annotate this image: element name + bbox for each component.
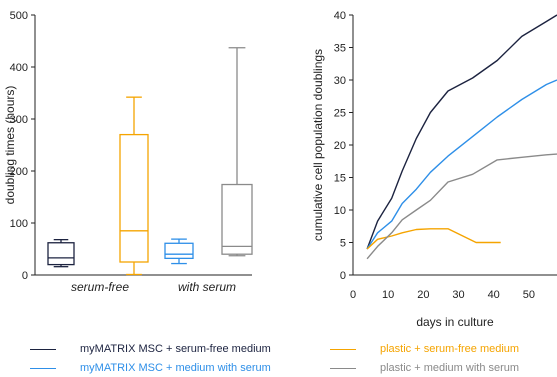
y-tick-label: 400: [10, 62, 28, 74]
box-plot-chart: 0 100 200 300 400 500 doubling times (hours) se…: [3, 10, 253, 294]
x-tick-label: 30: [452, 289, 464, 301]
x-tick-label: 40: [488, 289, 500, 301]
legend-label: myMATRIX MSC + serum-free medium: [80, 343, 271, 355]
y-tick-label: 25: [334, 108, 346, 120]
y-axis-label: cumulative cell population doublings: [311, 49, 325, 241]
y-tick-label: 100: [10, 218, 28, 230]
x-tick-label: 10: [382, 289, 394, 301]
box-3: [164, 238, 194, 265]
box-4: [221, 47, 253, 257]
legend-item-mymatrix-serum-free: myMATRIX MSC + serum-free medium: [30, 340, 271, 358]
legend-label: plastic + medium with serum: [380, 362, 520, 374]
box-iqr: [164, 242, 194, 260]
y-tick-label: 300: [10, 114, 28, 126]
series-line-1: [366, 14, 557, 250]
y-tick-label: 5: [340, 238, 346, 250]
y-tick-label: 0: [22, 270, 28, 282]
y-tick-label: 0: [340, 270, 346, 282]
legend: myMATRIX MSC + serum-free medium plastic…: [0, 334, 557, 377]
series-line-3: [366, 228, 501, 250]
x-axis-label: days in culture: [416, 315, 494, 329]
box-iqr: [221, 183, 253, 255]
y-tick-label: 15: [334, 173, 346, 185]
y-tick-label: 10: [334, 205, 346, 217]
legend-label: myMATRIX MSC + medium with serum: [80, 362, 271, 374]
legend-swatch: [330, 367, 356, 369]
series-line-4: [366, 153, 557, 260]
legend-item-mymatrix-with-serum: myMATRIX MSC + medium with serum: [30, 359, 271, 377]
box-1: [47, 238, 75, 268]
legend-label: plastic + serum-free medium: [380, 343, 520, 355]
legend-item-plastic-serum-free: plastic + serum-free medium: [330, 340, 519, 358]
y-tick-label: 30: [334, 75, 346, 87]
legend-swatch: [30, 348, 56, 350]
legend-swatch: [30, 367, 56, 369]
category-label: serum-free: [71, 280, 129, 294]
box-iqr: [47, 242, 75, 266]
y-tick-label: 200: [10, 166, 28, 178]
x-tick-label: 20: [417, 289, 429, 301]
x-tick-label: 50: [523, 289, 535, 301]
y-tick-label: 20: [334, 140, 346, 152]
y-axis-label: doubling times (hours): [3, 86, 17, 205]
box-2: [119, 96, 149, 276]
series-line-2: [366, 79, 557, 250]
y-tick-label: 40: [334, 10, 346, 22]
line-chart: 0 5 10 15 20 25 30 35 40 0 10 20 30 40 50 days in cultu…: [311, 10, 557, 329]
legend-item-plastic-with-serum: plastic + medium with serum: [330, 359, 519, 377]
x-tick-label: 0: [350, 289, 356, 301]
legend-swatch: [330, 348, 356, 350]
category-label: with serum: [178, 280, 236, 294]
box-iqr: [119, 133, 149, 263]
y-tick-label: 500: [10, 10, 28, 22]
y-tick-label: 35: [334, 43, 346, 55]
